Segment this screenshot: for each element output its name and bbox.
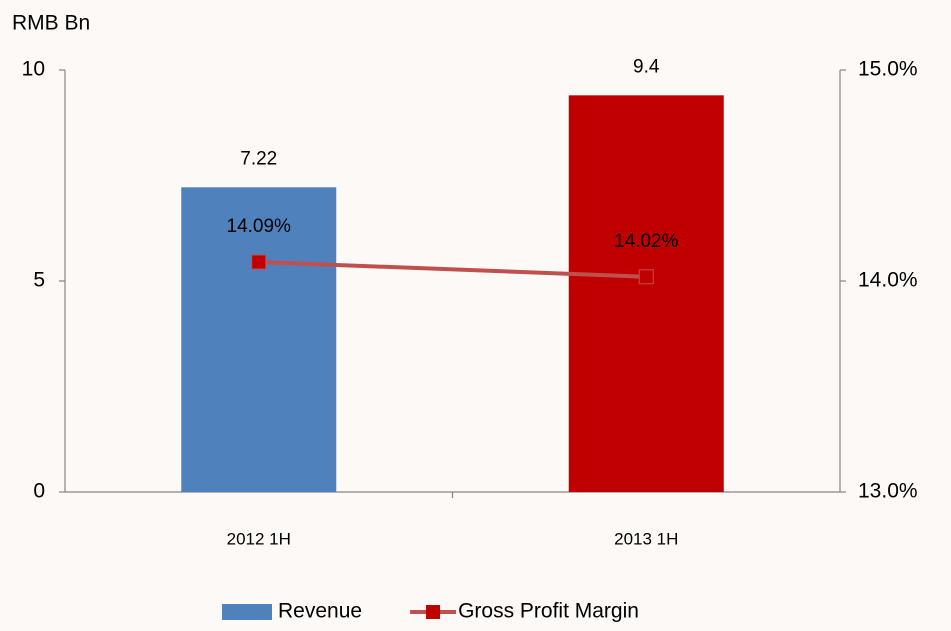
y-axis-label: RMB Bn <box>12 12 90 35</box>
y-tick-label: 5 <box>33 269 45 292</box>
legend-label: Gross Profit Margin <box>458 600 639 623</box>
line <box>258 260 647 279</box>
bar <box>568 95 724 492</box>
data-label: 14.09% <box>227 216 292 237</box>
y-tick-label: 10 <box>22 58 45 81</box>
legend-swatch <box>222 604 272 620</box>
x-tick-label: 2013 1H <box>614 529 678 548</box>
y-tick-label: 0 <box>33 480 45 503</box>
data-label: 9.4 <box>633 56 660 77</box>
marker <box>638 269 654 285</box>
y2-tick-label: 13.0% <box>858 480 918 503</box>
y2-tick-label: 15.0% <box>858 58 918 81</box>
x-tick-label: 2012 1H <box>227 529 291 548</box>
data-label: 7.22 <box>240 148 277 169</box>
legend-label: Revenue <box>278 600 362 623</box>
legend-marker <box>426 605 441 619</box>
data-label: 14.02% <box>614 231 679 252</box>
bar <box>181 187 337 493</box>
y2-tick-label: 14.0% <box>858 269 918 292</box>
marker <box>251 254 267 270</box>
